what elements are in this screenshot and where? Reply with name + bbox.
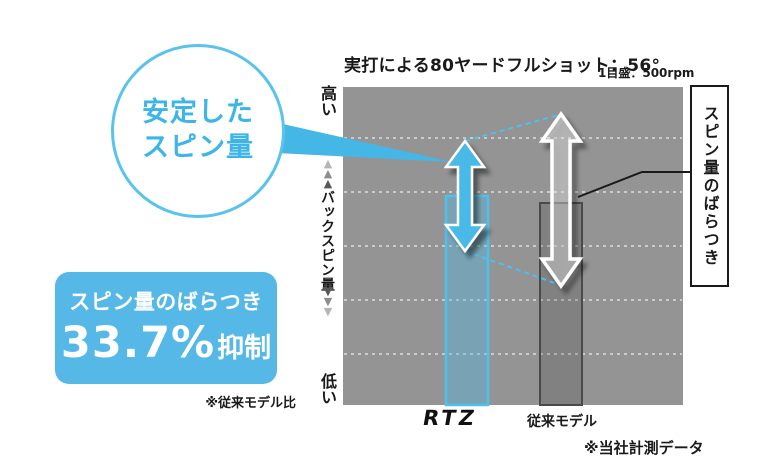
rtz-spin-range-arrow: [443, 138, 487, 254]
y-axis-low-label: 低い: [318, 373, 337, 405]
spin-variability-callout-box: スピン量のばらつき: [690, 85, 729, 287]
down-triangle-icon: ▼: [323, 295, 333, 308]
bubble-line2: スピン量: [142, 132, 254, 163]
range-connector-top: [464, 113, 563, 142]
stat-label: スピン量のばらつき: [69, 290, 263, 314]
callout-line: [577, 171, 690, 198]
chart-title: 実打による80ヤードフルショット：56°: [344, 56, 661, 76]
y-axis-up-triangles: ▲ ▲ ▲: [320, 157, 336, 190]
y-axis-title: バックスピン量: [319, 190, 335, 292]
stat-box: スピン量のばらつき 33.7% 抑制: [55, 272, 277, 384]
conventional-model-label: 従来モデル: [527, 414, 597, 430]
stat-value: 33.7%: [60, 318, 216, 368]
up-triangle-icon: ▲: [323, 177, 333, 190]
conventional-spin-range-arrow: [538, 110, 584, 290]
range-connectors: [464, 113, 564, 287]
stable-spin-bubble: 安定した スピン量: [111, 44, 285, 218]
down-triangle-icon: ▼: [323, 305, 333, 318]
y-axis-high-label: 高い: [318, 85, 337, 117]
spin-variability-callout-text: スピン量のばらつき: [700, 105, 720, 267]
measurement-data-footnote: ※当社計測データ: [584, 439, 704, 457]
stat-footnote: ※従来モデル比: [205, 396, 296, 411]
bubble-tail: [256, 118, 452, 162]
up-triangle-icon: ▲: [323, 167, 333, 180]
stat-suffix: 抑制: [217, 333, 272, 364]
scale-note: 1目盛：500rpm: [598, 66, 695, 80]
bubble-text: 安定した スピン量: [142, 96, 254, 165]
y-axis-down-triangles: ▼ ▼ ▼: [320, 285, 336, 318]
down-triangle-icon: ▼: [323, 285, 333, 298]
gridlines: [344, 137, 682, 355]
up-triangle-icon: ▲: [323, 157, 333, 170]
bubble-line1: 安定した: [142, 97, 254, 129]
rtz-logo: RTZ: [420, 406, 479, 430]
stat-value-row: 33.7% 抑制: [55, 318, 277, 368]
